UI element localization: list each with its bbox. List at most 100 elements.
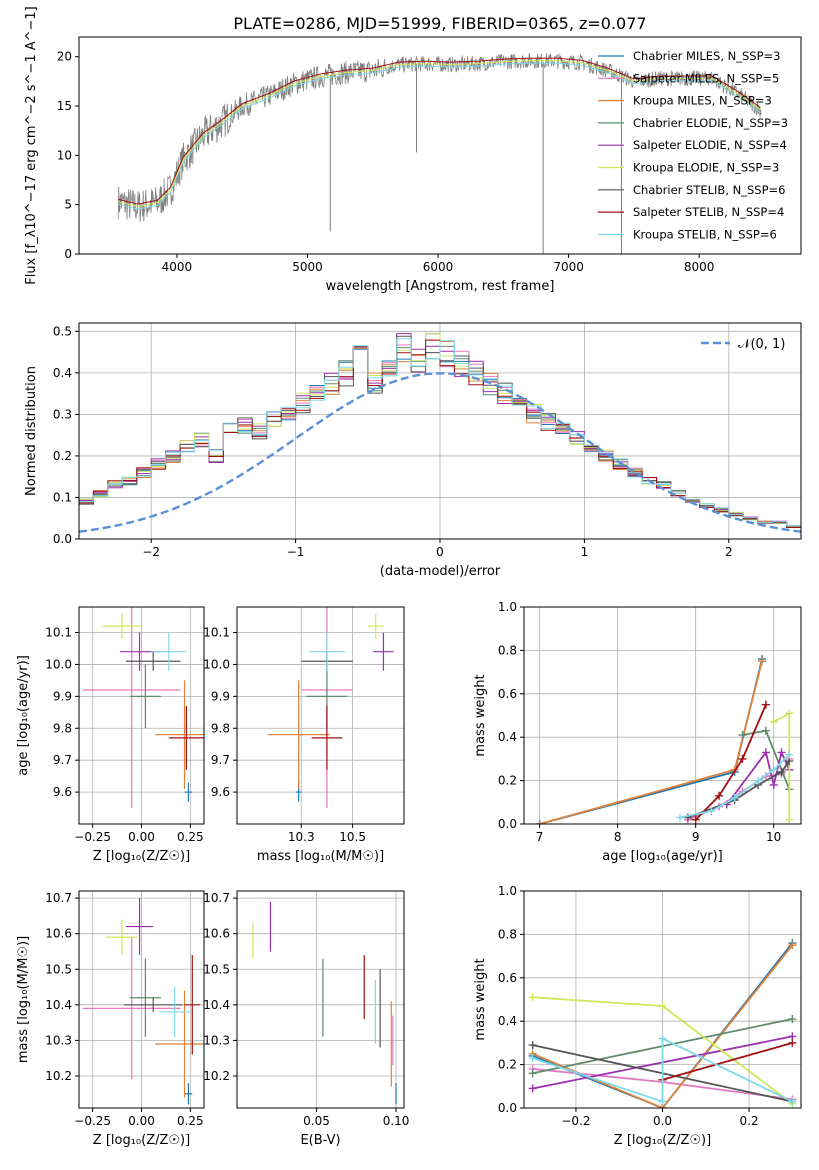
legend-entry: Kroupa STELIB, N_SSP=6 <box>633 227 777 241</box>
plot-area <box>117 53 762 254</box>
series-marker <box>788 1038 797 1047</box>
panel-mass_vs_Z: −0.25 0.00 0.25 10.2 10.3 10.4 10.5 10.6 10.7 Z [… <box>16 890 205 1148</box>
errorbar-point <box>129 664 162 729</box>
histogram-step <box>79 333 801 528</box>
y-axis-label: Normed distribution <box>24 366 39 496</box>
errorbar-point <box>155 680 204 789</box>
x-tick-label: 7 <box>536 830 544 844</box>
y-tick-label: 0.2 <box>53 449 72 463</box>
legend-entry: Chabrier MILES, N_SSP=3 <box>633 49 780 63</box>
errorbar-point <box>125 651 181 671</box>
x-tick-label: 0.05 <box>303 1114 330 1128</box>
x-tick-label: 0 <box>436 545 444 559</box>
y-tick-label: 10.2 <box>203 1069 230 1083</box>
legend-entry: Chabrier STELIB, N_SSP=6 <box>633 183 785 197</box>
y-tick-label: 9.7 <box>211 753 230 767</box>
gaussian-curve <box>79 372 801 533</box>
x-tick-label: 0.10 <box>383 1114 410 1128</box>
series-marker <box>528 1069 537 1078</box>
panel-weight_vs_Z: −0.2 0.0 0.2 0.0 0.2 0.4 0.6 0.8 1.0 Z [log₁₀(Z/Z… <box>473 884 802 1148</box>
x-tick-label: 4000 <box>162 260 193 274</box>
y-tick-label: 9.6 <box>53 785 72 799</box>
series-marker <box>761 726 770 735</box>
plot-area <box>82 898 204 1105</box>
y-tick-label: 1.0 <box>498 884 517 898</box>
series-marker <box>785 815 794 824</box>
series-marker <box>769 718 778 727</box>
errorbar-point <box>129 958 162 1037</box>
histogram-step <box>79 345 801 528</box>
series-marker <box>788 941 797 950</box>
y-tick-label: 0.5 <box>53 324 72 338</box>
histogram-step <box>79 333 801 528</box>
x-tick-label: 5000 <box>292 260 323 274</box>
y-tick-label: 10.5 <box>203 962 230 976</box>
y-tick-label: 9.8 <box>211 721 230 735</box>
x-tick-label: 0.25 <box>177 830 204 844</box>
y-tick-label: 0.8 <box>498 927 517 941</box>
errorbar-point <box>184 1083 193 1105</box>
series-line <box>662 1042 793 1081</box>
y-tick-label: 0.0 <box>498 817 517 831</box>
legend-entry: Salpeter MILES, N_SSP=5 <box>633 71 779 85</box>
panel-residuals: −2 −1 0 1 2 0.0 0.1 0.2 0.3 0.4 0.5 (data-model)/er… <box>24 322 802 579</box>
series-marker <box>691 815 700 824</box>
errorbar-point <box>123 997 183 1012</box>
errorbar-point <box>373 632 394 671</box>
y-tick-label: 0.4 <box>53 366 72 380</box>
series-marker <box>658 1034 667 1043</box>
y-tick-label: 10.0 <box>45 657 72 671</box>
y-axis-label: mass weight <box>473 674 488 756</box>
panel-age_vs_mass: 10.3 10.5 9.6 9.7 9.8 9.9 10.0 10.1 mass [log₁₀(… <box>203 606 405 864</box>
x-axis-label: mass [log₁₀(M/M☉)] <box>257 849 384 864</box>
series-marker <box>785 709 794 718</box>
errorbar-point <box>311 705 343 770</box>
series-marker <box>761 700 770 709</box>
series-marker <box>535 820 544 824</box>
gridlines <box>237 891 404 1108</box>
series-marker <box>785 750 794 759</box>
histogram-step <box>79 339 801 528</box>
x-tick-label: −1 <box>287 545 305 559</box>
legend-entry: 𝒩(0, 1) <box>738 337 785 352</box>
axes-frame <box>523 890 802 1109</box>
axes-frame <box>78 36 802 255</box>
y-tick-label: 0.0 <box>498 1101 517 1115</box>
y-tick-label: 10.7 <box>45 891 72 905</box>
series-marker <box>658 1002 667 1011</box>
gridlines <box>79 607 204 824</box>
series-marker <box>761 748 770 757</box>
errorbar-point <box>168 705 204 770</box>
x-tick-label: 10.5 <box>339 830 366 844</box>
plot-area <box>79 333 801 533</box>
y-tick-label: 20 <box>57 50 72 64</box>
x-tick-label: −0.25 <box>74 830 111 844</box>
series-line <box>532 1037 793 1103</box>
x-axis-label: (data-model)/error <box>380 564 501 579</box>
x-tick-label: 0.0 <box>653 1114 672 1128</box>
legend-entry: Kroupa MILES, N_SSP=3 <box>633 94 772 108</box>
errorbar-point <box>82 607 181 809</box>
x-tick-label: 9 <box>692 830 700 844</box>
errorbar-point <box>184 782 193 802</box>
series-marker <box>754 776 763 785</box>
y-tick-label: 0.2 <box>498 774 517 788</box>
axes-frame <box>78 606 205 825</box>
axes-frame <box>523 606 802 825</box>
x-tick-label: 6000 <box>423 260 454 274</box>
y-tick-label: 10.3 <box>203 1033 230 1047</box>
errorbar-point <box>308 632 345 671</box>
x-tick-label: 8000 <box>684 260 715 274</box>
series-line <box>539 658 763 824</box>
histogram-step <box>79 344 801 527</box>
y-tick-label: 10.7 <box>203 891 230 905</box>
spectrum-model-line <box>118 60 761 207</box>
y-tick-label: 0.2 <box>498 1058 517 1072</box>
x-axis-label: Z [log₁₀(Z/Z☉)] <box>614 1133 711 1148</box>
errorbar-point <box>159 987 191 1037</box>
y-tick-label: 15 <box>57 99 72 113</box>
series-marker <box>528 1054 537 1063</box>
series-marker <box>707 806 716 815</box>
y-tick-label: 9.9 <box>53 689 72 703</box>
histogram-step <box>79 335 801 528</box>
